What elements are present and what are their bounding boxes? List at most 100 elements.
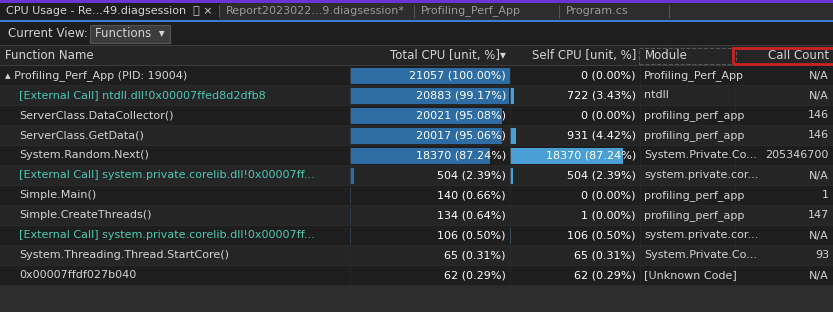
Bar [220,3,415,20]
Text: 20017 (95.06%): 20017 (95.06%) [416,130,506,140]
Text: System.Private.Co...: System.Private.Co... [644,251,757,261]
Bar [0,226,833,246]
Bar [0,246,833,266]
Text: [External Call] ntdll.dll!0x00007ffed8d2dfb8: [External Call] ntdll.dll!0x00007ffed8d2… [19,90,266,100]
Text: [External Call] system.private.corelib.dll!0x00007ff...: [External Call] system.private.corelib.d… [19,170,315,181]
Text: ▴ Profiling_Perf_App (PID: 19004): ▴ Profiling_Perf_App (PID: 19004) [5,70,187,81]
Text: profiling_perf_app: profiling_perf_app [644,190,745,201]
Text: profiling_perf_app: profiling_perf_app [644,210,745,221]
Bar [0,125,833,126]
Text: 0 (0.00%): 0 (0.00%) [581,191,636,201]
Text: Simple.CreateThreads(): Simple.CreateThreads() [19,211,152,221]
Text: 20883 (99.17%): 20883 (99.17%) [416,90,506,100]
Text: 62 (0.29%): 62 (0.29%) [444,271,506,280]
Bar [510,148,623,164]
Text: System.Threading.Thread.StartCore(): System.Threading.Thread.StartCore() [19,251,229,261]
Bar [219,5,220,18]
Text: Total CPU [unit, %]▾: Total CPU [unit, %]▾ [390,49,506,62]
Text: 146: 146 [808,130,829,140]
Bar [350,208,351,224]
Bar [0,206,833,226]
Bar [0,85,833,86]
Bar [0,105,833,106]
Bar [0,165,833,166]
Text: 0 (0.00%): 0 (0.00%) [581,71,636,80]
Bar [0,205,833,206]
Bar [0,66,833,86]
Bar [0,266,833,286]
Text: 18370 (87.24%): 18370 (87.24%) [546,150,636,160]
Text: Program.cs: Program.cs [566,6,629,16]
Bar [0,65,833,66]
Text: 65 (0.31%): 65 (0.31%) [575,251,636,261]
Bar [0,22,833,46]
Text: System.Random.Next(): System.Random.Next() [19,150,149,160]
Text: Simple.Main(): Simple.Main() [19,191,97,201]
Bar [0,245,833,246]
Bar [0,166,833,186]
Bar [350,68,510,84]
Text: Profiling_Perf_App: Profiling_Perf_App [421,6,521,17]
Text: Call Count: Call Count [768,49,829,62]
Text: 1: 1 [822,191,829,201]
Bar [350,148,490,164]
Bar [0,286,833,312]
Text: Profiling_Perf_App: Profiling_Perf_App [644,70,744,81]
Bar [0,86,833,106]
Text: 62 (0.29%): 62 (0.29%) [574,271,636,280]
Bar [639,48,736,64]
Text: N/A: N/A [809,271,829,280]
Text: 140 (0.66%): 140 (0.66%) [437,191,506,201]
Bar [350,128,502,144]
Text: Current View:: Current View: [8,27,87,40]
Text: N/A: N/A [809,71,829,80]
Bar [560,3,670,20]
Text: system.private.cor...: system.private.cor... [644,231,758,241]
Bar [0,20,833,22]
Text: 146: 146 [808,110,829,120]
Text: 20021 (95.08%): 20021 (95.08%) [416,110,506,120]
Text: N/A: N/A [809,170,829,181]
Bar [0,186,833,206]
Bar [414,5,415,18]
Text: 0 (0.00%): 0 (0.00%) [581,110,636,120]
Bar [0,3,220,20]
Bar [669,5,670,18]
Text: Function Name: Function Name [5,49,93,62]
Bar [0,265,833,266]
Bar [0,285,833,286]
Text: ServerClass.DataCollector(): ServerClass.DataCollector() [19,110,173,120]
Bar [0,106,833,126]
Text: 18370 (87.24%): 18370 (87.24%) [416,150,506,160]
Text: 147: 147 [808,211,829,221]
Text: 0x00007ffdf027b040: 0x00007ffdf027b040 [19,271,137,280]
Text: Module: Module [645,49,688,62]
Text: 504 (2.39%): 504 (2.39%) [567,170,636,181]
Bar [350,168,354,184]
Text: 134 (0.64%): 134 (0.64%) [437,211,506,221]
Bar [350,188,351,204]
Text: [External Call] system.private.corelib.dll!0x00007ff...: [External Call] system.private.corelib.d… [19,231,315,241]
Bar [559,5,560,18]
Text: N/A: N/A [809,90,829,100]
Bar [90,25,170,43]
Text: CPU Usage - Re...49.diagsession  ⧖ ×: CPU Usage - Re...49.diagsession ⧖ × [6,6,212,16]
Bar [350,108,502,124]
Text: Functions  ▾: Functions ▾ [95,27,165,40]
Bar [510,168,513,184]
Bar [0,185,833,186]
Bar [0,146,833,166]
Text: N/A: N/A [809,231,829,241]
Bar [0,0,833,22]
Bar [733,48,833,64]
Text: 504 (2.39%): 504 (2.39%) [437,170,506,181]
Text: 722 (3.43%): 722 (3.43%) [567,90,636,100]
Text: [Unknown Code]: [Unknown Code] [644,271,736,280]
Text: Report2023022...9.diagsession*: Report2023022...9.diagsession* [226,6,405,16]
Text: Self CPU [unit, %]: Self CPU [unit, %] [531,49,636,62]
Text: 21057 (100.00%): 21057 (100.00%) [409,71,506,80]
Text: profiling_perf_app: profiling_perf_app [644,130,745,141]
Text: 93: 93 [815,251,829,261]
Text: 205346700: 205346700 [766,150,829,160]
Text: System.Private.Co...: System.Private.Co... [644,150,757,160]
